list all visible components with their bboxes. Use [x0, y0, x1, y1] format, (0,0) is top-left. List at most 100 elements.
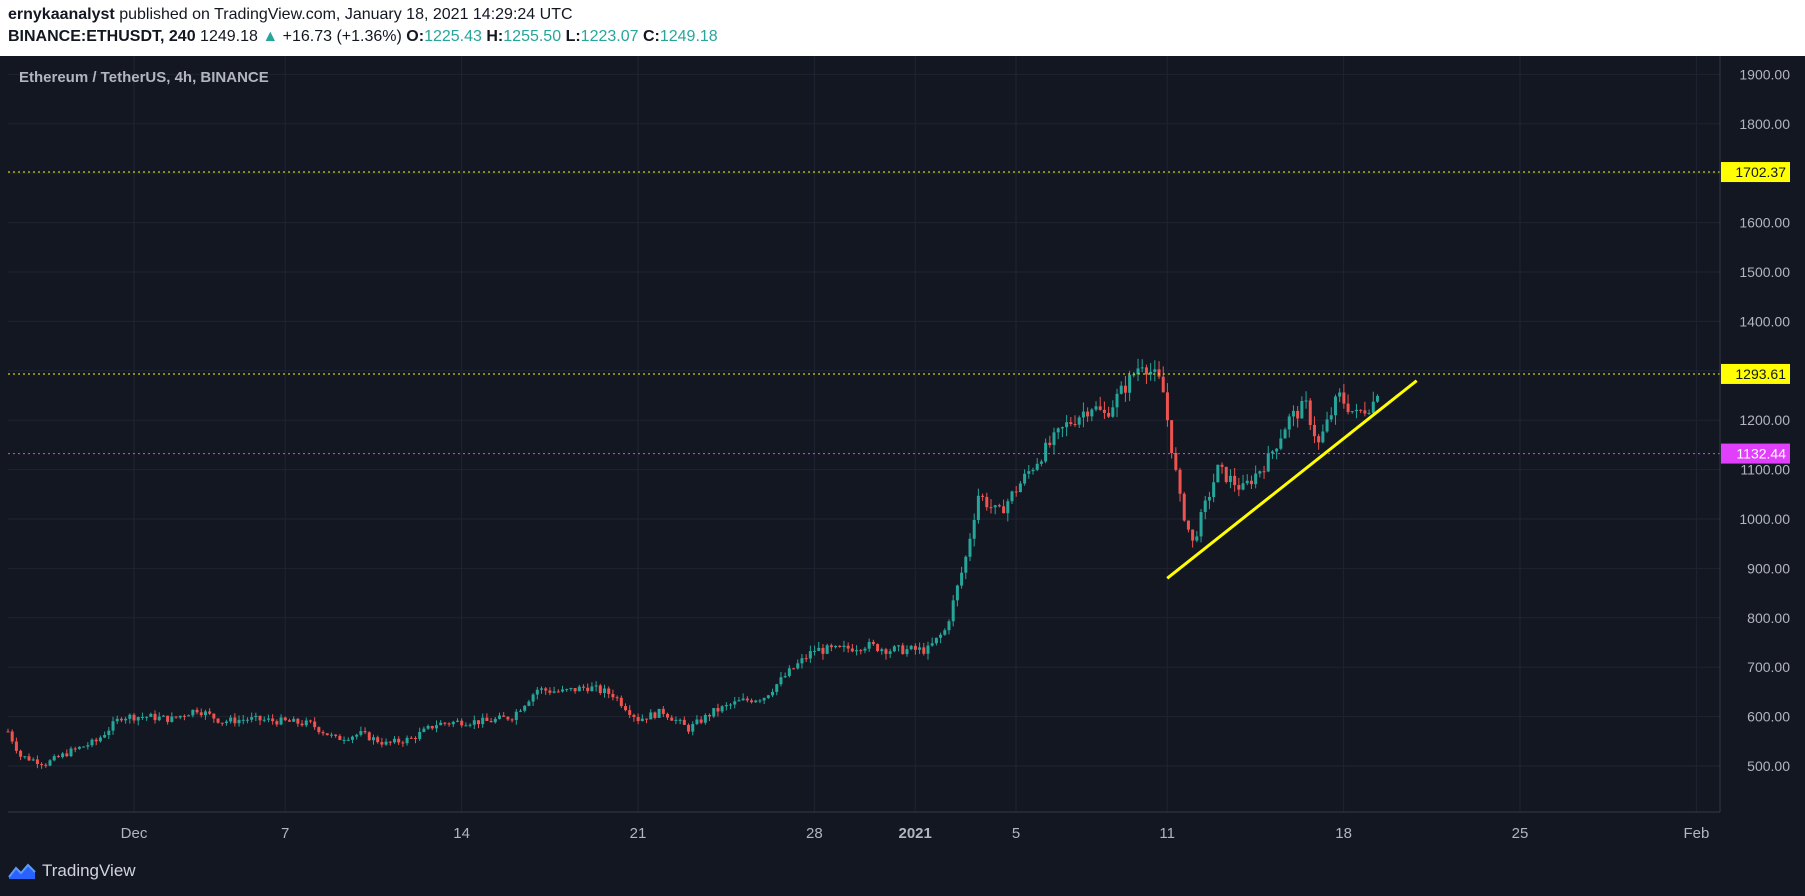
candle-body-down — [871, 641, 875, 645]
candle-body-up — [657, 708, 661, 718]
candle-body-up — [203, 711, 207, 716]
candle-body-up — [61, 753, 65, 758]
ascending-trendline[interactable] — [1166, 379, 1418, 580]
candle-body-down — [502, 715, 506, 717]
candle-body-up — [1375, 395, 1379, 402]
candle-body-up — [934, 637, 938, 644]
candle-body-down — [586, 687, 590, 692]
candle-body-down — [821, 647, 825, 654]
candle-body-up — [703, 715, 707, 723]
candle-body-up — [943, 630, 947, 635]
candle-body-down — [619, 697, 623, 707]
candle-body-up — [825, 645, 829, 654]
candle-body-down — [325, 733, 329, 736]
candle-body-up — [712, 708, 716, 717]
candle-body-down — [989, 507, 993, 509]
candle-body-up — [1270, 451, 1274, 454]
candles — [6, 358, 1379, 769]
candle-body-up — [1266, 453, 1270, 472]
price-line-labels: 1702.37 1293.61 1132.44 — [1721, 162, 1790, 464]
price-chart[interactable]: 500.00 600.00 700.00 800.00 900.00 1000.00 110… — [0, 56, 1805, 847]
candle-body-up — [355, 734, 359, 737]
time-tick-label: 28 — [806, 825, 823, 842]
candle-body-up — [754, 700, 758, 703]
candle-body-up — [31, 759, 35, 761]
candle-body-up — [863, 648, 867, 651]
candle-body-up — [796, 663, 800, 669]
candle-body-up — [813, 650, 817, 652]
candle-body-down — [624, 706, 628, 711]
candle-body-down — [573, 688, 577, 692]
candle-body-up — [1006, 501, 1010, 514]
candle-body-up — [145, 716, 149, 718]
candle-body-up — [1149, 371, 1153, 375]
candle-body-up — [939, 634, 943, 638]
candle-body-up — [149, 713, 153, 717]
candle-body-down — [1174, 452, 1178, 470]
candle-body-up — [737, 700, 741, 702]
candle-body-up — [1279, 438, 1283, 449]
time-tick-label: 18 — [1335, 825, 1352, 842]
candle-body-up — [800, 658, 804, 664]
candle-body-up — [771, 691, 775, 696]
candle-body-down — [195, 709, 199, 713]
time-tick-label: 21 — [630, 825, 647, 842]
candle-body-up — [434, 725, 438, 729]
candle-body-down — [666, 713, 670, 718]
candle-body-up — [77, 746, 81, 749]
candle-body-up — [229, 717, 233, 722]
candle-body-up — [115, 718, 119, 722]
candle-body-down — [556, 691, 560, 693]
candle-body-down — [745, 698, 749, 701]
candle-body-down — [73, 748, 77, 750]
candle-body-down — [367, 732, 371, 741]
candle-body-down — [338, 735, 342, 741]
candle-body-up — [888, 651, 892, 654]
time-tick-label: 7 — [281, 825, 289, 842]
candle-body-up — [1291, 410, 1295, 417]
candle-body-up — [855, 650, 859, 652]
candle-body-up — [1283, 429, 1287, 439]
candle-body-down — [485, 717, 489, 721]
candle-body-up — [82, 746, 86, 748]
candle-body-up — [1207, 496, 1211, 501]
price-tick-label: 1000.00 — [1739, 511, 1790, 527]
candle-body-down — [296, 718, 300, 724]
candle-body-down — [275, 721, 279, 725]
price-line-label: 1702.37 — [1735, 164, 1786, 180]
time-tick-label: Dec — [121, 825, 148, 842]
candle-body-up — [1052, 432, 1056, 446]
candle-body-up — [250, 717, 254, 720]
candle-body-down — [1178, 469, 1182, 494]
candle-body-down — [443, 722, 447, 724]
candle-body-up — [817, 647, 821, 651]
candle-body-up — [1090, 409, 1094, 417]
candle-body-up — [741, 698, 745, 701]
candle-body-down — [670, 717, 674, 721]
candle-body-up — [1287, 416, 1291, 430]
change-arrow-icon: ▲ — [262, 28, 279, 45]
candle-body-up — [527, 701, 531, 706]
candle-body-down — [14, 741, 18, 751]
candle-body-up — [346, 739, 350, 741]
candle-body-up — [968, 538, 972, 557]
tradingview-brand[interactable]: TradingView — [8, 861, 136, 881]
candle-body-down — [708, 715, 712, 717]
tradingview-logo-icon — [8, 863, 36, 879]
candle-body-up — [405, 737, 409, 744]
candle-body-down — [401, 742, 405, 744]
candle-body-up — [926, 645, 930, 654]
candle-body-up — [1241, 483, 1245, 490]
candle-body-up — [540, 688, 544, 690]
candle-body-down — [409, 737, 413, 739]
candle-body-up — [1228, 475, 1232, 482]
candle-body-up — [947, 621, 951, 631]
candle-body-up — [350, 736, 354, 740]
candle-body-down — [182, 715, 186, 717]
candle-body-down — [1220, 464, 1224, 467]
author-name[interactable]: ernykaanalyst — [8, 6, 115, 23]
candle-body-up — [1136, 368, 1140, 375]
ohlc-info: BINANCE:ETHUSDT, 240 1249.18 ▲ +16.73 (+… — [8, 28, 718, 46]
time-tick-label: 14 — [453, 825, 470, 842]
candle-body-down — [1165, 392, 1169, 421]
